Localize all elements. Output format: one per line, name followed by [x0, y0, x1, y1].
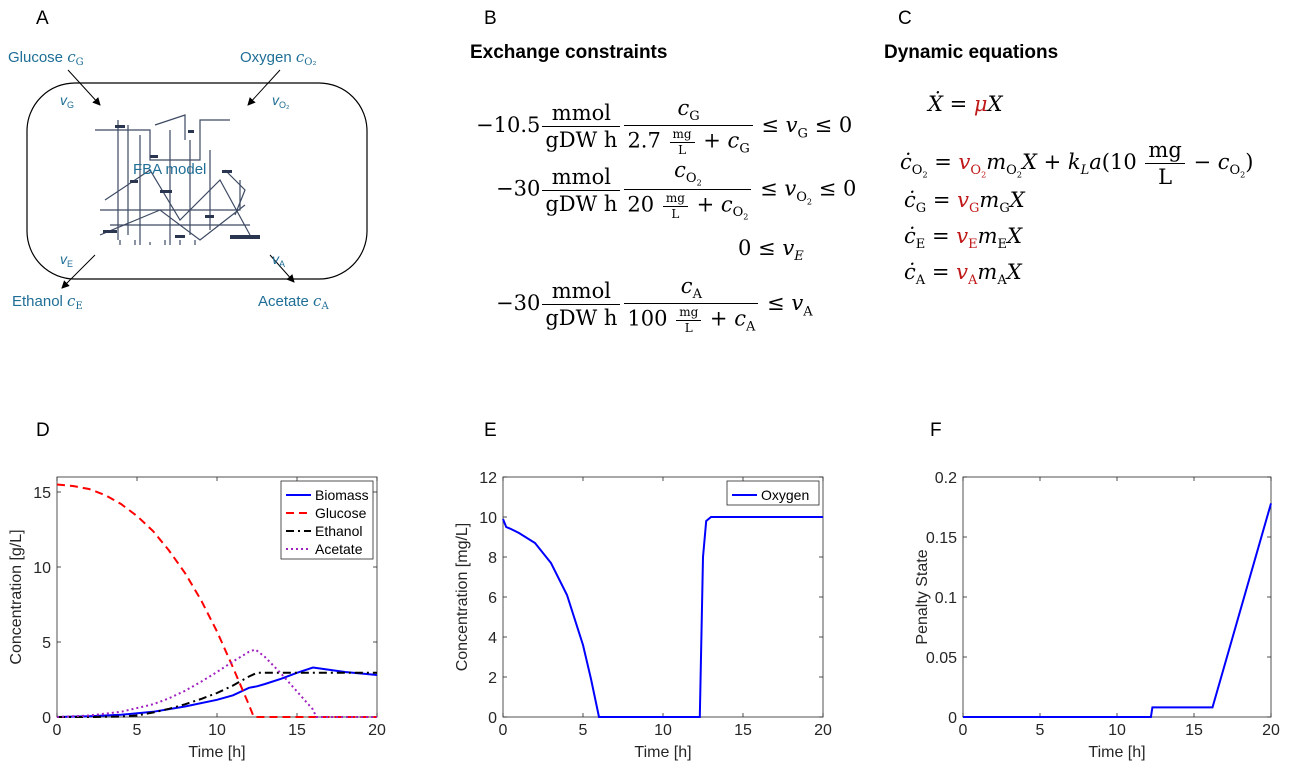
eq-biomass: Ẋ = μX — [928, 92, 1003, 116]
legend-entry: Acetate — [315, 541, 363, 557]
y-tick-label: 0 — [948, 710, 957, 727]
ve-label: vE — [60, 251, 73, 269]
y-axis-label: Penalty State — [914, 549, 931, 644]
chart-panel-d: 0 5 10 15 20 0 5 10 15 Time [h] Concentration [g/L… — [8, 476, 386, 761]
x-tick-label: 10 — [1108, 722, 1126, 739]
y-axis-label: Concentration [g/L] — [8, 529, 25, 664]
y-tick-label: 2 — [488, 670, 497, 687]
y-tick-label: 0 — [42, 710, 51, 727]
cell-boundary — [26, 82, 368, 280]
network-reaction-ticks — [103, 125, 260, 239]
chart-panel-e: 0 5 10 15 20 0 2 4 6 8 10 12 Time [h] Concentration [… — [454, 470, 832, 761]
y-tick-label: 0.15 — [926, 530, 957, 547]
legend-box — [726, 480, 820, 506]
constraint-oxygen: −30 mmol gDW h cO2 20 mg L + cO2 ≤ vO2 ≤ 0 — [496, 158, 857, 223]
x-tick-label: 15 — [734, 722, 752, 739]
eq-ethanol: ċE = vEmEX — [904, 224, 1023, 253]
y-tick-label: 10 — [479, 510, 497, 527]
y-tick-label: 8 — [488, 550, 497, 567]
panel-label-a: A — [36, 8, 49, 29]
y-tick-label: 0 — [488, 710, 497, 727]
panel-label-d: D — [36, 420, 50, 441]
x-axis-label: Time [h] — [1088, 744, 1145, 761]
chart-panel-f: 0 5 10 15 20 0 0.05 0.1 0.15 0.2 Time [h] Penalty S… — [914, 470, 1280, 761]
glucose-arrow — [67, 69, 101, 106]
x-axis-label: Time [h] — [634, 744, 691, 761]
series-line-ethanol — [57, 671, 377, 718]
panel-label-c: C — [898, 8, 912, 29]
legend-entry: Ethanol — [315, 523, 362, 539]
constraint-ethanol: 0 ≤ vE — [738, 236, 804, 265]
eq-glucose: ċG = vGmGX — [904, 188, 1025, 217]
eq-acetate: ċA = vAmAX — [904, 260, 1022, 289]
legend-entry: Biomass — [315, 487, 369, 503]
ethanol-arrow — [61, 254, 96, 289]
x-tick-label: 0 — [53, 722, 62, 739]
oxygen-arrow — [247, 69, 281, 106]
constraint-acetate: −30 mmol gDW h cA 100 mg L + cA ≤ vA — [496, 274, 813, 336]
x-tick-label: 20 — [368, 722, 386, 739]
acetate-label: Acetate cA — [258, 292, 329, 312]
y-tick-label: 0.05 — [926, 650, 957, 667]
x-tick-label: 0 — [959, 722, 968, 739]
y-tick-label: 10 — [33, 560, 51, 577]
va-label: vA — [272, 251, 285, 269]
series-line-penalty — [963, 503, 1272, 718]
glucose-label: Glucose cG — [8, 48, 84, 68]
series-line-oxygen — [502, 516, 823, 718]
x-tick-label: 5 — [1036, 722, 1045, 739]
y-tick-label: 15 — [33, 485, 51, 502]
y-tick-label: 0.2 — [935, 470, 957, 487]
fba-schematic: FBA model Glucose cG Oxygen cO₂ Ethanol … — [8, 48, 368, 312]
x-tick-label: 15 — [288, 722, 306, 739]
legend-entry: Glucose — [315, 505, 367, 521]
fba-model-label: FBA model — [133, 161, 206, 178]
acetate-arrow — [269, 254, 295, 283]
panel-label-f: F — [930, 420, 942, 441]
metabolic-network-graphic — [95, 114, 251, 245]
x-tick-label: 5 — [133, 722, 142, 739]
plot-area — [502, 476, 824, 718]
x-tick-label: 15 — [1185, 722, 1203, 739]
y-tick-label: 6 — [488, 590, 497, 607]
x-tick-label: 5 — [579, 722, 588, 739]
legend-entry: Oxygen — [761, 487, 809, 503]
dynamic-equations-title: Dynamic equations — [884, 42, 1059, 63]
y-tick-label: 0.1 — [935, 590, 957, 607]
constraint-glucose: −10.5 mmol gDW h cG 2.7 mg L + cG ≤ vG ≤ 0 — [476, 96, 853, 158]
plot-area — [962, 476, 1272, 718]
ethanol-label: Ethanol cE — [12, 292, 83, 312]
y-tick-label: 12 — [479, 470, 497, 487]
vo2-label: vO₂ — [272, 92, 290, 110]
panel-label-e: E — [484, 420, 497, 441]
series-line-acetate — [56, 648, 377, 718]
series-line-biomass — [56, 666, 378, 718]
y-axis-label: Concentration [mg/L] — [454, 523, 471, 672]
x-tick-label: 10 — [654, 722, 672, 739]
x-tick-label: 10 — [208, 722, 226, 739]
exchange-constraints-title: Exchange constraints — [470, 42, 668, 63]
panel-label-b: B — [484, 8, 497, 29]
y-tick-label: 5 — [42, 635, 51, 652]
x-tick-label: 20 — [1262, 722, 1280, 739]
x-axis-label: Time [h] — [188, 744, 245, 761]
x-tick-label: 0 — [499, 722, 508, 739]
y-tick-label: 4 — [488, 630, 497, 647]
x-tick-label: 20 — [814, 722, 832, 739]
eq-oxygen: ċO2 = vO2mO2X + kLa(10 mg L − cO2) — [900, 138, 1254, 189]
vg-label: vG — [60, 92, 74, 110]
oxygen-label: Oxygen cO₂ — [240, 48, 317, 68]
